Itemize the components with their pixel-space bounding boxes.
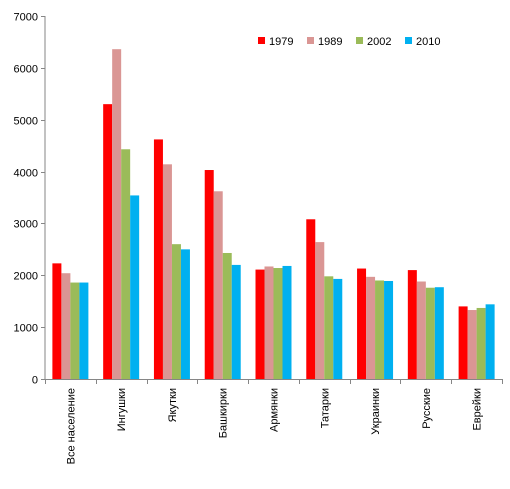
y-tick-label: 6000 (14, 64, 38, 76)
y-tick-label: 5000 (14, 116, 38, 128)
bar-1979 (357, 268, 367, 379)
bar-2010 (485, 304, 495, 379)
bar-1979 (255, 269, 265, 379)
legend-swatch-2002 (356, 37, 363, 44)
bar-1979 (407, 270, 417, 379)
x-tick-label: Ингушки (116, 388, 128, 431)
x-tick-label: Русские (421, 388, 433, 429)
bar-2002 (273, 268, 283, 379)
bar-2010 (79, 282, 89, 379)
bar-2002 (70, 282, 80, 379)
bar-1989 (264, 266, 274, 379)
legend-label-2010: 2010 (416, 36, 440, 48)
bar-2002 (121, 149, 131, 379)
bar-2002 (375, 280, 385, 379)
bar-1979 (458, 306, 468, 379)
bar-2010 (333, 278, 343, 379)
y-tick-label: 4000 (14, 168, 38, 180)
bar-1979 (153, 139, 163, 379)
bar-2010 (130, 195, 140, 379)
y-axis: 0 1000 2000 3000 4000 5000 6000 7000 (14, 12, 46, 387)
bar-1979 (306, 219, 316, 379)
bar-1979 (103, 104, 113, 380)
legend-swatch-2010 (405, 37, 412, 44)
bar-1989 (162, 164, 172, 379)
legend-label-1979: 1979 (269, 36, 293, 48)
legend-label-2002: 2002 (367, 36, 391, 48)
x-tick-label: Украинки (370, 388, 382, 435)
bar-1979 (52, 263, 62, 379)
bar-1989 (213, 191, 223, 379)
bar-2002 (425, 287, 435, 379)
bar-1989 (61, 273, 71, 379)
bar-2010 (384, 280, 394, 379)
legend-swatch-1979 (258, 37, 265, 44)
bar-2010 (282, 265, 292, 379)
y-tick-label: 2000 (14, 271, 38, 283)
bar-2002 (222, 252, 232, 379)
y-tick-label: 7000 (14, 12, 38, 24)
bar-2002 (171, 244, 181, 379)
x-tick-label: Еврейки (472, 388, 484, 431)
x-axis: Все население Ингушки Якутки Башкирки Армянк… (45, 379, 503, 464)
legend: 1979 1989 2002 2010 (258, 36, 440, 48)
bar-1989 (112, 49, 122, 380)
bar-2002 (324, 276, 334, 379)
x-tick-label: Якутки (167, 388, 179, 422)
x-tick-label: Татарки (319, 388, 331, 428)
x-tick-label: Башкирки (218, 388, 230, 438)
legend-swatch-1989 (307, 37, 314, 44)
y-tick-label: 3000 (14, 219, 38, 231)
bar-1989 (416, 281, 426, 379)
bar-1989 (467, 310, 477, 379)
x-tick-label: Армянки (269, 388, 281, 432)
bar-2002 (476, 307, 486, 379)
bar-2010 (180, 249, 190, 379)
y-tick-label: 1000 (14, 323, 38, 335)
bar-2010 (434, 287, 444, 379)
bar-1979 (204, 170, 214, 379)
y-tick-label: 0 (32, 375, 38, 387)
bars (52, 49, 495, 380)
bar-1989 (366, 276, 376, 379)
x-tick-label: Все население (65, 388, 77, 464)
bar-2010 (231, 264, 241, 379)
legend-label-1989: 1989 (318, 36, 342, 48)
bar-1989 (315, 242, 325, 379)
